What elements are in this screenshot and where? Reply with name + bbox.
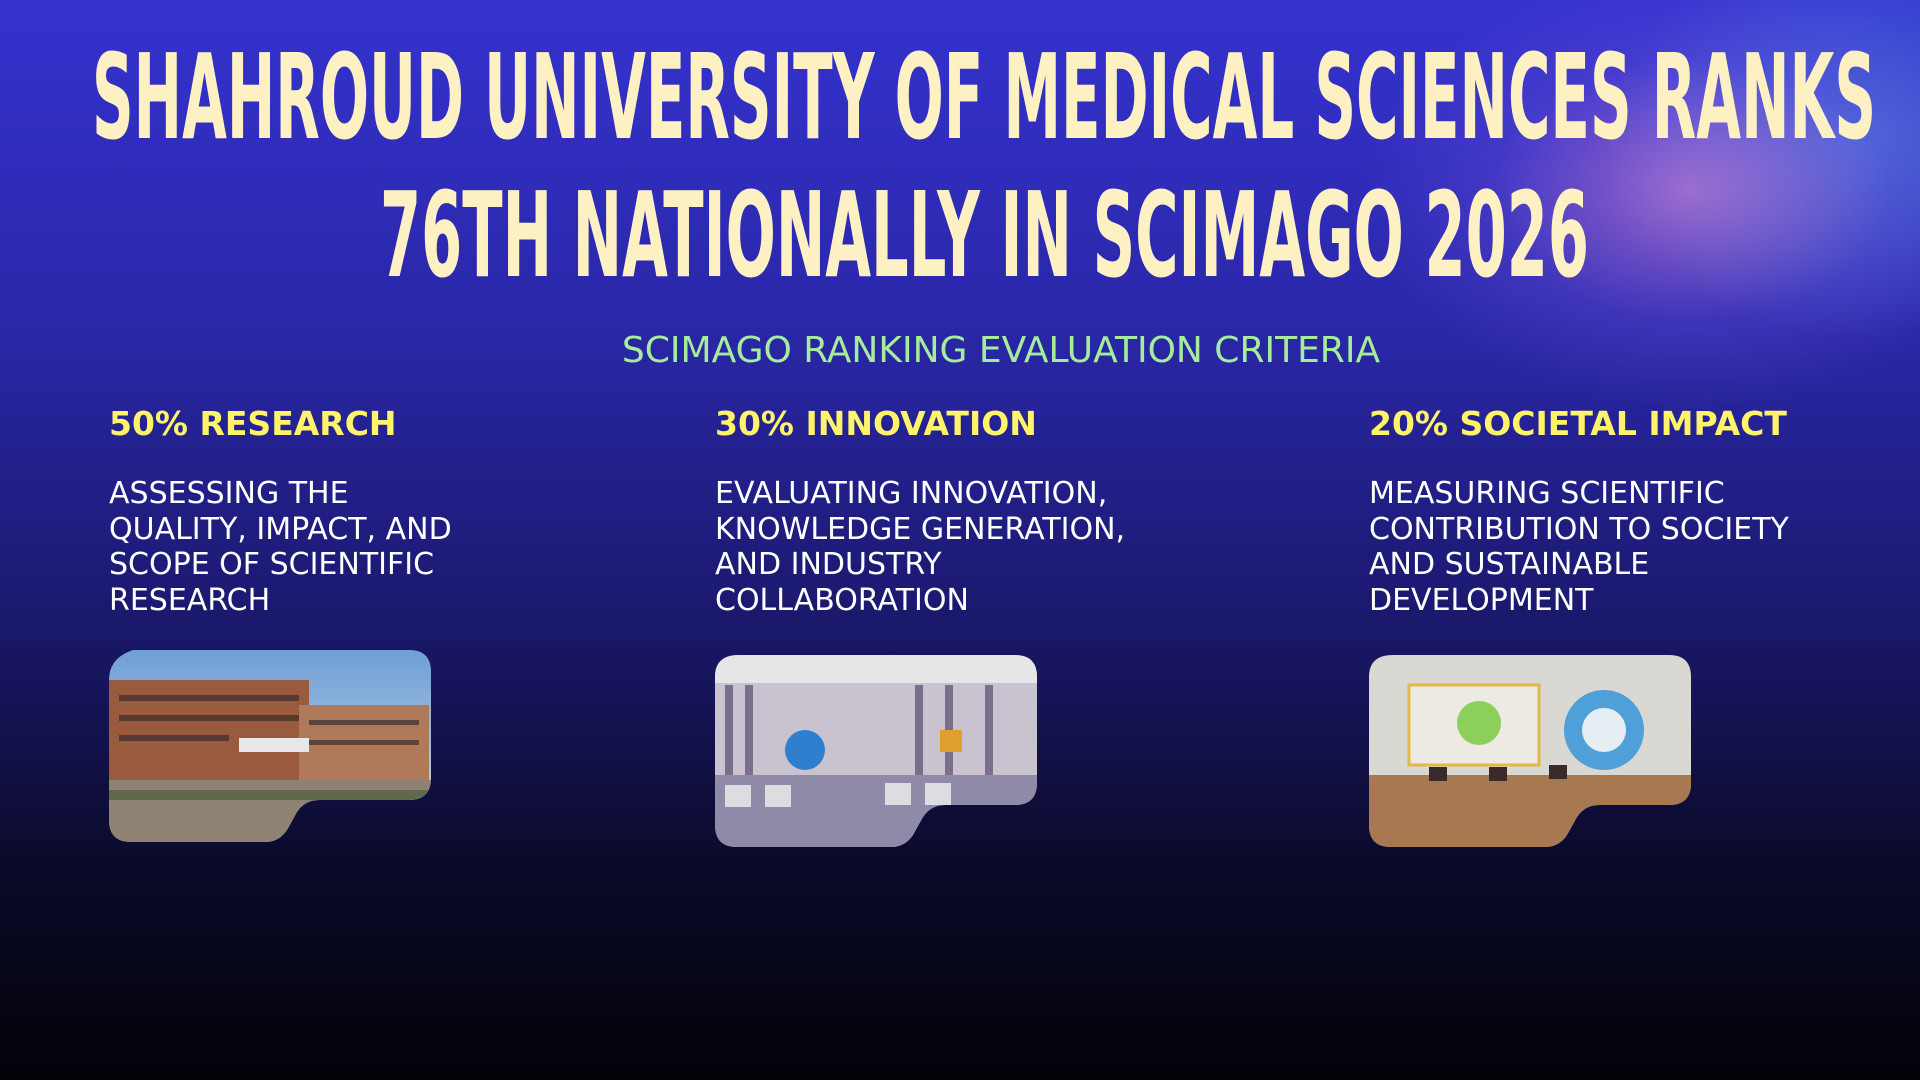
- description-line: RESEARCH: [109, 582, 271, 618]
- description-line: EVALUATING INNOVATION,: [715, 476, 1108, 511]
- criterion-heading: 30% INNOVATION: [715, 404, 1037, 443]
- criterion: 50% RESEARCH ASSESSING THE QUALITY, IMPACT…: [109, 404, 629, 618]
- description-line: MEASURING SCIENTIFIC: [1369, 476, 1725, 511]
- classroom-photo: [1369, 655, 1691, 847]
- description-line: ASSESSING THE: [109, 476, 349, 511]
- description-line: KNOWLEDGE GENERATION,: [715, 511, 1126, 547]
- description-line: CONTRIBUTION TO SOCIETY: [1369, 511, 1789, 547]
- lab-photo: [715, 655, 1037, 847]
- description-line: AND SUSTAINABLE: [1369, 547, 1650, 582]
- criterion: 30% INNOVATION EVALUATING INNOVATION, KNOW…: [715, 404, 1235, 618]
- description-line: QUALITY, IMPACT, AND: [109, 511, 452, 547]
- title-line: 76TH NATIONALLY IN SCIMAGO 2026: [380, 166, 1589, 300]
- criterion-description: EVALUATING INNOVATION, KNOWLEDGE GENERATI…: [715, 476, 1235, 618]
- description-line: AND INDUSTRY: [715, 547, 942, 582]
- description-line: COLLABORATION: [715, 582, 969, 618]
- description-line: SCOPE OF SCIENTIFIC: [109, 547, 435, 582]
- subtitle: SCIMAGO RANKING EVALUATION CRITERIA: [621, 330, 1381, 371]
- title: SHAHROUD UNIVERSITY OF MEDICAL SCIENCES …: [92, 28, 1876, 300]
- criterion-description: ASSESSING THE QUALITY, IMPACT, AND SCOPE O…: [109, 476, 629, 618]
- criterion-heading: 50% RESEARCH: [109, 404, 397, 443]
- criterion-heading: 20% SOCIETAL IMPACT: [1369, 404, 1787, 443]
- description-line: DEVELOPMENT: [1369, 582, 1594, 618]
- campus-photo: [109, 650, 431, 842]
- criterion: 20% SOCIETAL IMPACT MEASURING SCIENTIFIC C…: [1369, 404, 1889, 618]
- title-line: SHAHROUD UNIVERSITY OF MEDICAL SCIENCES …: [92, 28, 1876, 166]
- criterion-description: MEASURING SCIENTIFIC CONTRIBUTION TO SOCI…: [1369, 476, 1889, 618]
